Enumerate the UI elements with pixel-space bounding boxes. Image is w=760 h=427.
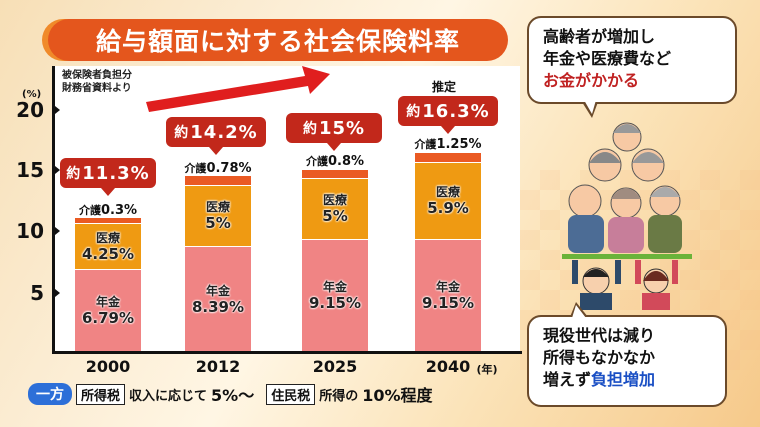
resident-tax-box: 住民税 xyxy=(266,383,316,405)
bubble-text: 増えず xyxy=(543,370,592,389)
care-label: 介護0.8% xyxy=(293,153,377,169)
footer-note: 一方 所得税 収入に応じて 5%〜 住民税 所得の 10%程度 xyxy=(28,382,433,406)
footer-pill: 一方 xyxy=(28,383,72,405)
care-label-value: 1.25% xyxy=(436,137,482,152)
y-tick-mark xyxy=(55,289,60,297)
bar-segment-medical: 医療 5% xyxy=(185,186,251,246)
bar-segment-pension: 年金 9.15% xyxy=(415,240,481,352)
bar-segment-medical: 医療 4.25% xyxy=(75,224,141,269)
y-axis xyxy=(52,66,55,354)
bubble-line: 増えず負担増加 xyxy=(543,369,711,391)
segment-label: 年金 xyxy=(95,295,120,309)
bar-segment-pension: 年金 6.79% xyxy=(75,270,141,352)
page-title: 給与額面に対する社会保険料率 xyxy=(95,27,460,56)
segment-value: 8.39% xyxy=(191,297,245,316)
bubble-accent-line: お金がかかる xyxy=(543,71,640,90)
care-label-text: 介護 xyxy=(78,204,101,217)
care-label-text: 介護 xyxy=(184,162,207,175)
x-label-2012: 2012 xyxy=(195,357,241,376)
bar-segment-care xyxy=(415,153,481,162)
bubble-accent-text: 負担増加 xyxy=(591,370,656,389)
total-value: 16.3% xyxy=(422,100,490,122)
bubble-line: 現役世代は減り xyxy=(543,326,656,345)
speech-bubble-elderly: 高齢者が増加し 年金や医療費など お金がかかる xyxy=(527,16,737,104)
total-prefix: 約 xyxy=(66,166,81,182)
source-note-line-1: 被保険者負担分 xyxy=(62,70,132,81)
segment-label: 年金 xyxy=(205,283,230,298)
care-label: 介護0.3% xyxy=(66,202,150,218)
segment-label: 医療 xyxy=(95,230,120,245)
total-value: 14.2% xyxy=(190,121,258,143)
segment-value: 6.79% xyxy=(81,309,135,327)
source-note-line-2: 財務省資料より xyxy=(62,83,132,94)
segment-value: 4.25% xyxy=(81,244,135,263)
x-label-2025: 2025 xyxy=(312,357,358,376)
total-value: 11.3% xyxy=(82,162,150,184)
income-tax-box: 所得税 xyxy=(76,383,126,405)
x-axis xyxy=(52,351,522,354)
care-label-value: 0.8% xyxy=(327,154,365,169)
total-callout: 約 14.2% xyxy=(166,117,266,155)
segment-value: 5.9% xyxy=(427,199,469,217)
total-callout: 約 15% xyxy=(286,113,382,151)
speech-bubble-workers: 現役世代は減り 所得もなかなか 増えず負担増加 xyxy=(527,315,727,407)
y-tick-15: 15 xyxy=(16,158,44,182)
total-value: 15% xyxy=(318,117,366,139)
care-label: 介護0.78% xyxy=(176,160,260,176)
x-label-2040: 2040 xyxy=(425,357,471,376)
bar-segment-medical: 医療 5.9% xyxy=(415,163,481,239)
care-label-value: 0.3% xyxy=(100,203,138,218)
trend-arrow-icon xyxy=(146,66,330,112)
total-callout: 約 16.3% xyxy=(398,96,498,134)
segment-label: 医療 xyxy=(322,193,347,207)
segment-label: 医療 xyxy=(435,185,460,199)
segment-label: 年金 xyxy=(322,280,347,294)
bar-segment-care xyxy=(75,218,141,223)
title-banner: 給与額面に対する社会保険料率 xyxy=(48,19,508,61)
bubble-line: 年金や医療費など xyxy=(543,49,672,68)
y-tick-20: 20 xyxy=(16,98,44,122)
segment-value: 5% xyxy=(322,207,348,225)
total-callout: 約 11.3% xyxy=(60,158,156,196)
bar-segment-pension: 年金 9.15% xyxy=(302,240,368,352)
care-label-text: 介護 xyxy=(414,138,437,151)
estimate-label: 推定 xyxy=(432,80,457,94)
bar-segment-medical: 医療 5% xyxy=(302,179,368,239)
resident-tax-text: 所得の xyxy=(319,388,359,404)
x-axis-unit: (年) xyxy=(476,363,498,376)
income-tax-text: 収入に応じて xyxy=(129,388,208,404)
y-tick-5: 5 xyxy=(30,281,44,305)
care-label: 介護1.25% xyxy=(404,136,492,152)
bar-segment-care xyxy=(185,176,251,185)
bar-segment-pension: 年金 8.39% xyxy=(185,247,251,352)
income-tax-rate: 5%〜 xyxy=(211,386,255,405)
y-tick-mark xyxy=(55,227,60,235)
segment-value: 5% xyxy=(205,214,231,232)
total-prefix: 約 xyxy=(302,121,317,137)
bubble-line: 所得もなかなか xyxy=(543,348,656,367)
y-axis-unit: (%) xyxy=(22,89,42,100)
care-label-text: 介護 xyxy=(305,155,328,168)
bubble-line: 高齢者が増加し xyxy=(543,27,656,46)
segment-label: 年金 xyxy=(435,280,460,294)
total-prefix: 約 xyxy=(174,125,189,141)
bar-segment-care xyxy=(302,170,368,178)
segment-label: 医療 xyxy=(205,200,230,214)
segment-value: 9.15% xyxy=(421,294,475,312)
y-tick-mark xyxy=(55,166,60,174)
y-tick-10: 10 xyxy=(16,219,44,243)
segment-value: 9.15% xyxy=(308,294,362,312)
bubble-tail-inner xyxy=(572,305,586,318)
resident-tax-rate: 10%程度 xyxy=(362,386,433,405)
care-label-value: 0.78% xyxy=(206,161,252,176)
y-tick-mark xyxy=(55,106,60,114)
source-note: 被保険者負担分 財務省資料より xyxy=(62,69,132,95)
bubble-tail-inner xyxy=(584,100,596,114)
total-prefix: 約 xyxy=(406,104,421,120)
elderly-supported-by-workers-illustration xyxy=(562,122,692,310)
x-label-2000: 2000 xyxy=(85,357,131,376)
